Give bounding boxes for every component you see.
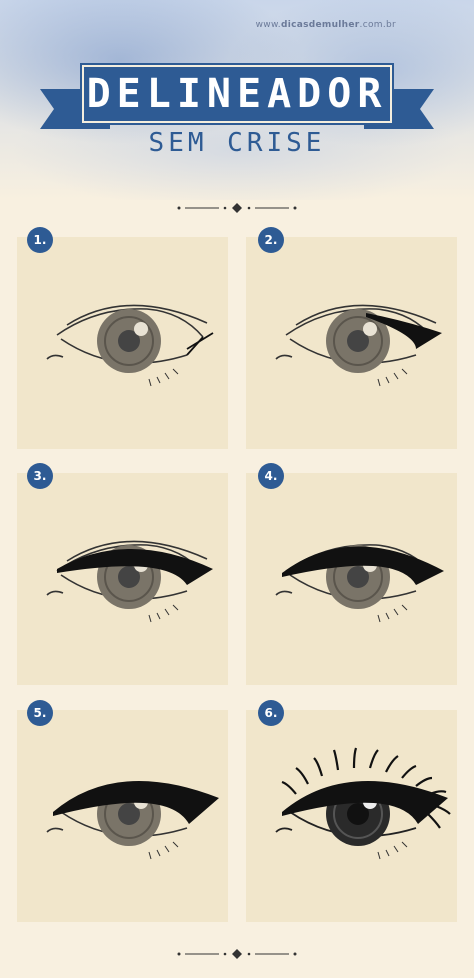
site-url: www.dicasdemulher.com.br [255,20,396,30]
ornament-divider-bottom [177,949,297,959]
eye-illustration-step-4 [275,544,444,623]
step-panel-4: 4. [246,463,457,685]
step-badge-4: 4. [258,463,284,489]
page-title: DELINEADOR [86,71,388,117]
eye-illustration-step-5 [46,780,219,860]
title-banner: DELINEADOR SEM CRISE [0,50,474,158]
step-panel-3: 3. [17,463,228,685]
ornament-divider-top [177,203,297,213]
step-badge-1: 1. [27,227,53,253]
step-badge-3: 3. [27,463,53,489]
eye-illustration-step-1 [46,304,214,387]
step-panel-1: 1. [17,227,228,449]
step-badge-6: 6. [258,700,284,726]
eye-illustration-step-6 [275,747,451,860]
step-badge-2: 2. [258,227,284,253]
step-panel-6: 6. [246,700,457,922]
eye-illustration-step-2 [275,304,442,387]
ribbon-body [80,63,394,125]
page-subtitle: SEM CRISE [148,128,326,158]
step-panel-5: 5. [17,700,228,922]
step-panel-2: 2. [246,227,457,449]
step-badge-5: 5. [27,700,53,726]
eye-illustration-step-3 [46,540,213,623]
